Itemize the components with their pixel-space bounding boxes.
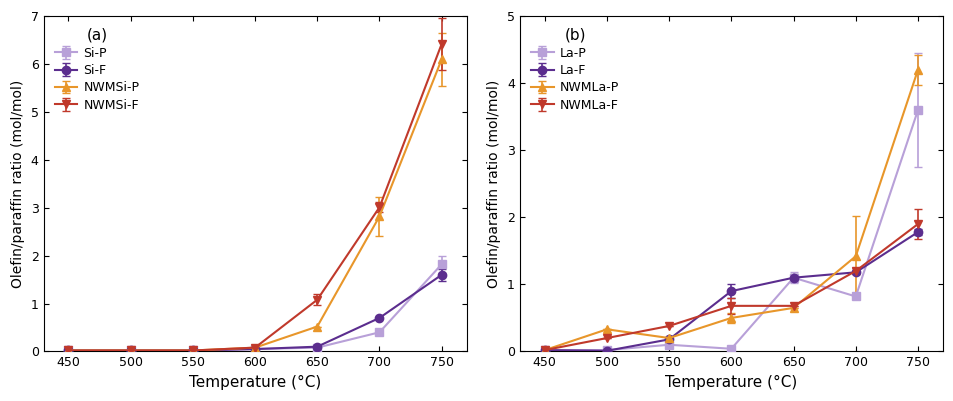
Y-axis label: Olefin/paraffin ratio (mol/mol): Olefin/paraffin ratio (mol/mol) [487, 80, 501, 288]
X-axis label: Temperature (°C): Temperature (°C) [189, 375, 321, 390]
Legend: La-P, La-F, NWMLa-P, NWMLa-F: La-P, La-F, NWMLa-P, NWMLa-F [525, 22, 623, 117]
Y-axis label: Olefin/paraffin ratio (mol/mol): Olefin/paraffin ratio (mol/mol) [11, 80, 25, 288]
X-axis label: Temperature (°C): Temperature (°C) [664, 375, 797, 390]
Legend: Si-P, Si-F, NWMSi-P, NWMSi-F: Si-P, Si-F, NWMSi-P, NWMSi-F [50, 22, 144, 117]
